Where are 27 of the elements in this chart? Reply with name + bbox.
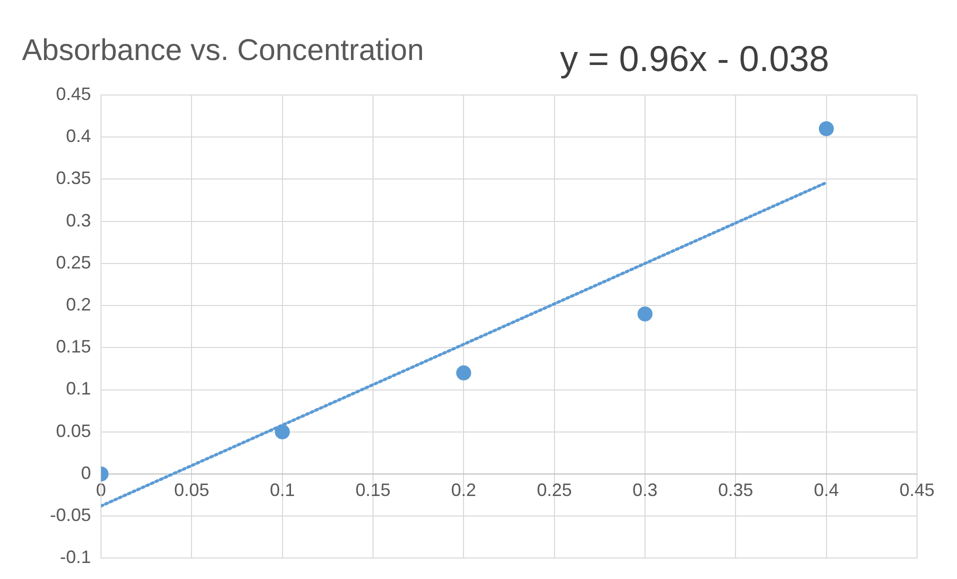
y-tick-label: 0.4 <box>66 126 92 146</box>
point <box>638 306 653 322</box>
x-tick-label: 0.1 <box>270 480 295 500</box>
point <box>818 121 834 136</box>
y-tick-label: 0.45 <box>56 84 92 104</box>
y-tick-label: 0.15 <box>56 336 92 357</box>
y-tick-label: -0.1 <box>60 547 92 568</box>
y-tick-label: 0.1 <box>66 378 92 399</box>
chart-title: Absorbance vs. Concentration <box>22 34 424 68</box>
y-tick-label: 0.3 <box>66 210 92 230</box>
x-tick-label: 0.25 <box>536 480 572 500</box>
x-tick-label: 0.45 <box>899 480 935 500</box>
y-tick-label: 0 <box>81 462 92 483</box>
y-tick-label: 0.2 <box>66 294 92 315</box>
x-tick-label: 0.4 <box>814 480 839 500</box>
x-tick-label: 0.2 <box>451 480 476 500</box>
x-tick-label: 0.3 <box>632 480 658 500</box>
y-tick-label: 0.05 <box>56 420 92 441</box>
point <box>274 424 290 440</box>
y-tick-label: 0.35 <box>56 168 92 188</box>
x-tick-label: 0.15 <box>355 480 391 500</box>
y-tick-label: 0.25 <box>56 252 92 272</box>
x-tick-label: 0.05 <box>174 480 210 500</box>
y-tick-label: -0.05 <box>50 505 92 526</box>
point <box>456 365 472 380</box>
x-tick-label: 0.35 <box>718 480 754 500</box>
text: y = 0.96x - 0.038 <box>560 38 830 80</box>
